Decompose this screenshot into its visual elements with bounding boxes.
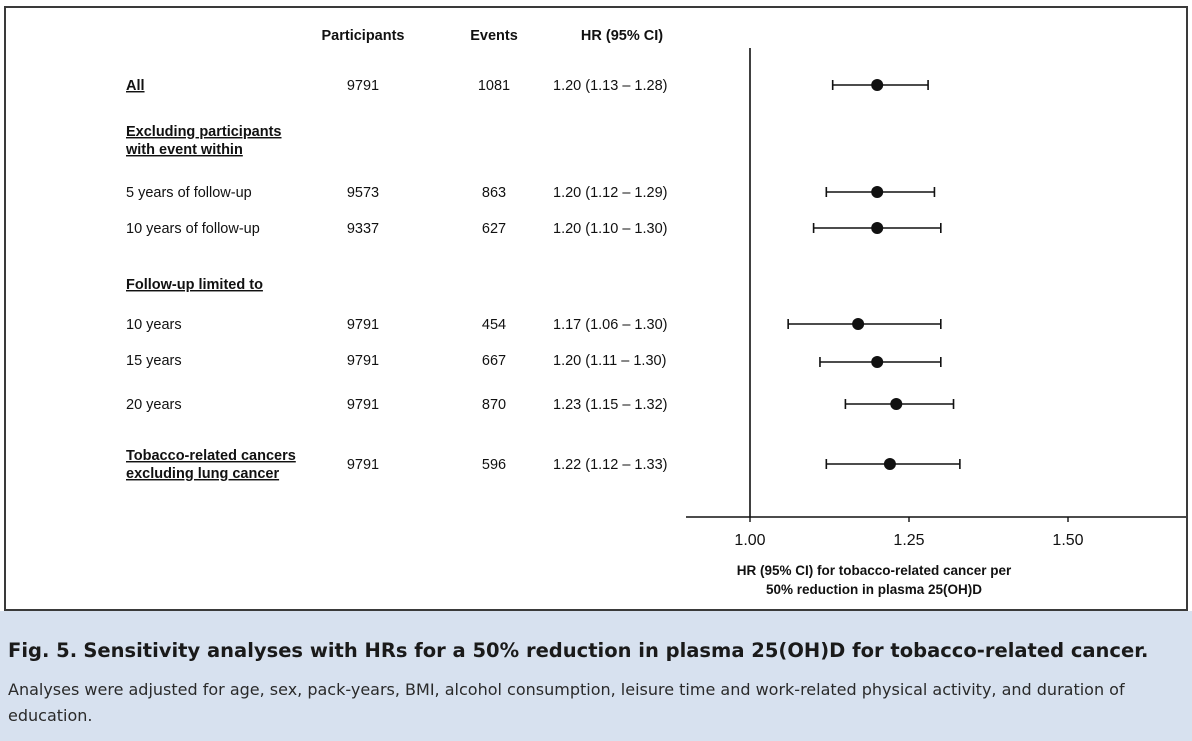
row-label: Tobacco-related cancers — [126, 448, 296, 464]
header-hr: HR (95% CI) — [581, 28, 663, 44]
caption-title-text: Sensitivity analyses with HRs for a 50% … — [83, 639, 1149, 662]
row-participants: 9573 — [347, 185, 379, 201]
figure-caption: Fig. 5. Sensitivity analyses with HRs fo… — [0, 611, 1192, 741]
row-hr-ci: 1.23 (1.15 – 1.32) — [553, 397, 667, 413]
row-hr-ci: 1.20 (1.11 – 1.30) — [553, 353, 666, 369]
hr-point — [871, 222, 884, 234]
row-participants: 9791 — [347, 457, 379, 473]
row-label: 10 years — [126, 317, 182, 333]
caption-title: Fig. 5. Sensitivity analyses with HRs fo… — [8, 639, 1148, 662]
hr-point — [871, 186, 884, 198]
hr-point — [883, 458, 896, 470]
row-label: All — [126, 78, 145, 94]
row-events: 1081 — [478, 78, 510, 94]
row-events: 627 — [482, 221, 506, 237]
row-label: 10 years of follow-up — [126, 221, 260, 237]
hr-point — [871, 356, 884, 368]
row-label: 20 years — [126, 397, 182, 413]
x-axis-label-line2: 50% reduction in plasma 25(OH)D — [766, 582, 982, 597]
row-participants: 9791 — [347, 78, 379, 94]
row-hr-ci: 1.20 (1.13 – 1.28) — [553, 78, 667, 94]
row-label-line2: with event within — [125, 142, 243, 158]
hr-point — [890, 398, 903, 410]
x-axis-label-line1: HR (95% CI) for tobacco-related cancer p… — [737, 563, 1012, 578]
row-participants: 9337 — [347, 221, 379, 237]
row-label-line2: excluding lung cancer — [126, 466, 279, 482]
x-tick-label: 1.00 — [734, 532, 765, 549]
header-events: Events — [470, 28, 518, 44]
row-events: 870 — [482, 397, 506, 413]
forest-plot-panel: Participants Events HR (95% CI) All 9791 1081… — [4, 6, 1188, 611]
row-label: 15 years — [126, 353, 182, 369]
row-label: Excluding participants — [126, 124, 282, 140]
row-participants: 9791 — [347, 317, 379, 333]
hr-point — [871, 79, 884, 91]
header-participants: Participants — [322, 28, 405, 44]
row-participants: 9791 — [347, 353, 379, 369]
row-label: 5 years of follow-up — [126, 185, 252, 201]
hr-point — [852, 318, 865, 330]
forest-plot: Participants Events HR (95% CI) All 9791 1081… — [125, 28, 1186, 597]
caption-body: Analyses were adjusted for age, sex, pac… — [8, 680, 1125, 725]
figure-label: Fig. 5. — [8, 639, 78, 662]
row-hr-ci: 1.22 (1.12 – 1.33) — [553, 457, 667, 473]
row-events: 863 — [482, 185, 506, 201]
row-label: Follow-up limited to — [126, 277, 263, 293]
row-events: 596 — [482, 457, 506, 473]
row-events: 454 — [482, 317, 506, 333]
row-hr-ci: 1.17 (1.06 – 1.30) — [553, 317, 667, 333]
x-tick-label: 1.50 — [1052, 532, 1083, 549]
row-participants: 9791 — [347, 397, 379, 413]
x-tick-label: 1.25 — [893, 532, 924, 549]
row-events: 667 — [482, 353, 506, 369]
row-hr-ci: 1.20 (1.10 – 1.30) — [553, 221, 667, 237]
row-hr-ci: 1.20 (1.12 – 1.29) — [553, 185, 667, 201]
